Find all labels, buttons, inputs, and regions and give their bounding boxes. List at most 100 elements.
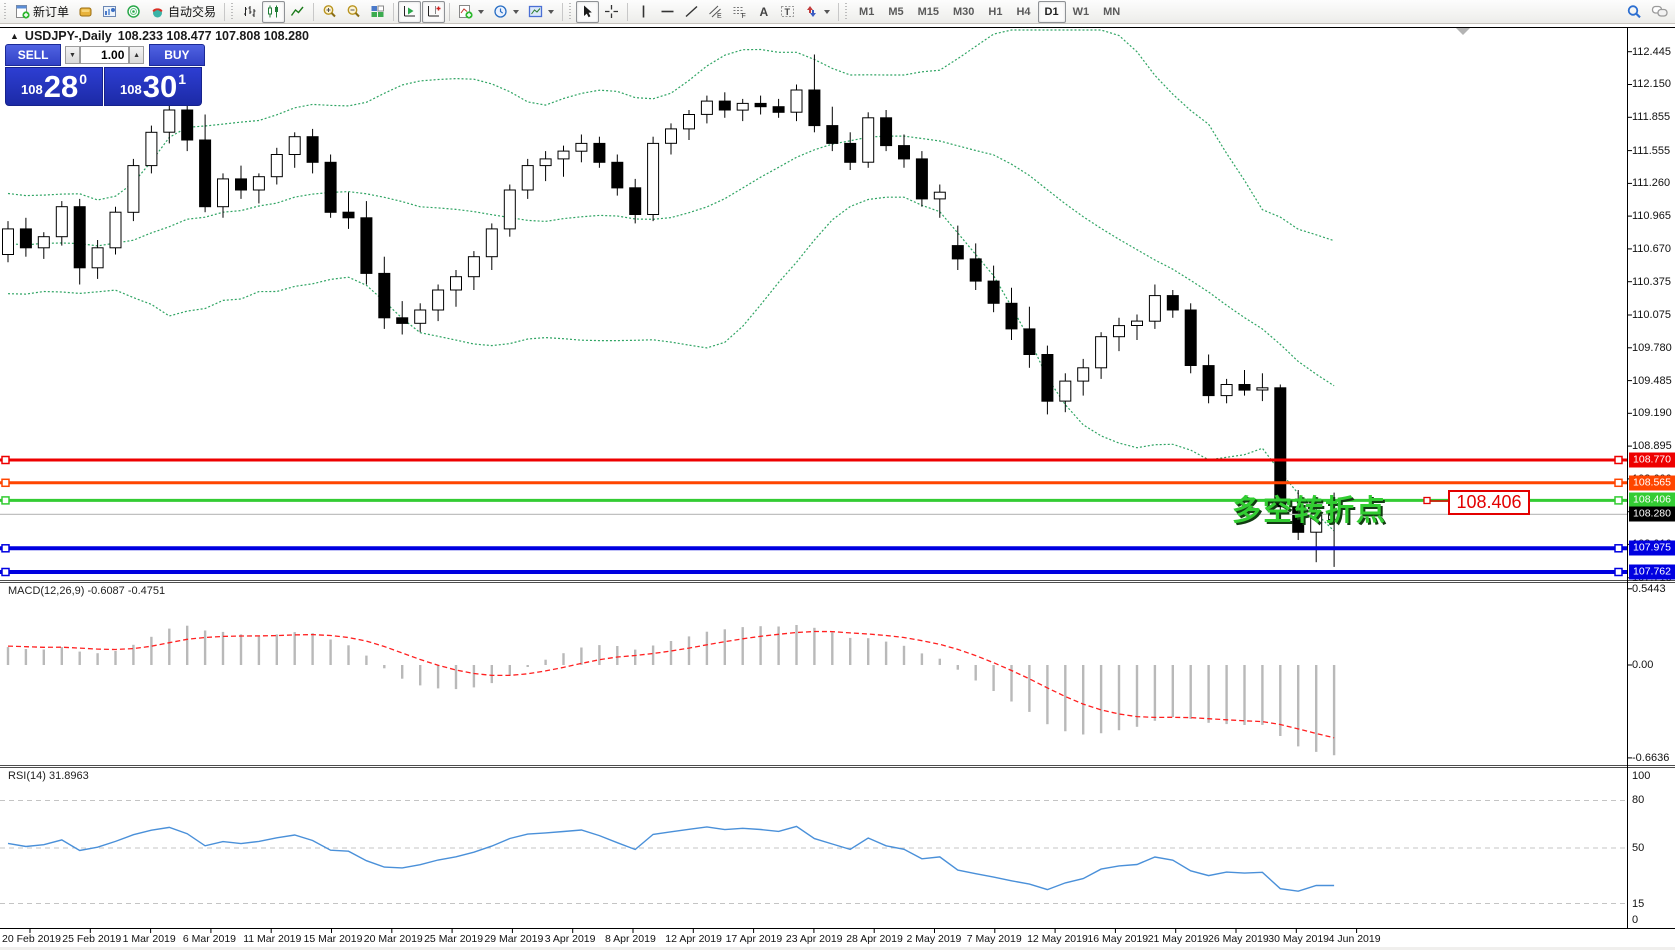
- price-axis-label: 112.445: [1632, 45, 1671, 58]
- date-axis-label: 6 Mar 2019: [182, 933, 237, 945]
- sell-price-tile[interactable]: 108 28 0: [5, 67, 103, 106]
- date-axis-label: 11 Mar 2019: [243, 933, 302, 945]
- macd-axis-label: 0.00: [1632, 659, 1654, 671]
- toolbar-separator: [224, 2, 226, 21]
- search-button[interactable]: [1622, 1, 1646, 23]
- zoom-in-button[interactable]: [318, 1, 341, 23]
- sell-price-base: 108: [21, 82, 43, 97]
- tile-windows-button[interactable]: [366, 1, 389, 23]
- macd-axis-label: 0.5443: [1632, 582, 1666, 595]
- timeframe-m1-button[interactable]: M1: [852, 1, 881, 23]
- timeframe-h1-button[interactable]: H1: [981, 1, 1009, 23]
- date-axis-label: 4 Jun 2019: [1328, 933, 1381, 945]
- toolbar-separator: [838, 2, 840, 21]
- chat-button[interactable]: [1647, 1, 1673, 23]
- timeframe-group: M1 M5 M15 M30 H1 H4 D1 W1 MN: [852, 0, 1127, 23]
- svg-text:E: E: [717, 13, 722, 19]
- svg-text:F: F: [742, 13, 746, 19]
- sell-button[interactable]: SELL: [5, 44, 62, 66]
- volume-decrease-button[interactable]: ▼: [65, 46, 80, 64]
- turning-point-annotation[interactable]: 多空转折点: [1232, 495, 1388, 527]
- line-chart-button[interactable]: [286, 1, 309, 23]
- hline-price-flag: 107.762: [1629, 564, 1675, 580]
- data-window-button[interactable]: [98, 1, 121, 23]
- one-click-trading-panel: SELL ▼ 1.00 ▲ BUY 108 28 0 108 30 1: [5, 44, 205, 107]
- arrows-button[interactable]: [800, 1, 834, 23]
- buy-price-tile[interactable]: 108 30 1: [104, 67, 202, 106]
- timeframe-h4-button[interactable]: H4: [1009, 1, 1037, 23]
- vertical-line-button[interactable]: [632, 1, 655, 23]
- date-axis-label: 29 Mar 2019: [484, 933, 544, 945]
- auto-scroll-icon: [402, 4, 417, 19]
- strategy-tester-button[interactable]: [122, 1, 145, 23]
- cursor-button[interactable]: [576, 0, 600, 23]
- price-axis-label: 110.375: [1632, 275, 1671, 288]
- macd-signal-line: [7, 630, 1335, 739]
- zoom-out-button[interactable]: [342, 1, 365, 23]
- text-button[interactable]: A: [752, 1, 775, 23]
- bollinger-bands: [7, 29, 1335, 532]
- trendline-button[interactable]: [680, 1, 703, 23]
- callout-anchor: [1423, 496, 1448, 505]
- zoom-in-icon: [322, 4, 337, 19]
- macd-label: MACD(12,26,9) -0.6087 -0.4751: [8, 585, 166, 597]
- volume-input[interactable]: 1.00: [79, 46, 130, 64]
- dropdown-caret: [478, 9, 485, 14]
- price-callout-label[interactable]: 108.406: [1448, 490, 1530, 515]
- date-axis-label: 20 Feb 2019: [2, 933, 61, 945]
- buy-button[interactable]: BUY: [148, 44, 205, 66]
- svg-text:T: T: [785, 7, 791, 17]
- market-watch-button[interactable]: [74, 1, 97, 23]
- price-axis-label: 108.895: [1632, 440, 1672, 453]
- price-axis-label: 109.485: [1632, 374, 1672, 387]
- toolbar-grip: [569, 2, 574, 21]
- bid-price-flag: 108.280: [1629, 506, 1675, 522]
- chart-surface[interactable]: [0, 24, 1675, 950]
- timeframe-w1-button[interactable]: W1: [1066, 1, 1097, 23]
- date-axis-label: 16 May 2019: [1087, 933, 1149, 945]
- chart-shift-marker[interactable]: [1456, 28, 1470, 35]
- timeframe-m15-button[interactable]: M15: [911, 1, 946, 23]
- toolbar-separator: [313, 2, 315, 21]
- crosshair-button[interactable]: [600, 1, 623, 23]
- timeframe-m5-button[interactable]: M5: [881, 1, 910, 23]
- date-axis-label: 21 May 2019: [1147, 933, 1209, 945]
- periods-button[interactable]: [489, 1, 523, 23]
- new-order-button[interactable]: 新订单: [11, 1, 73, 23]
- templates-button[interactable]: [524, 1, 558, 23]
- timeframe-d1-button[interactable]: D1: [1037, 0, 1066, 23]
- svg-text:A: A: [760, 5, 769, 19]
- date-axis-label: 7 May 2019: [966, 933, 1022, 945]
- horizontal-line-icon: [660, 4, 675, 19]
- chart-shift-button[interactable]: [422, 0, 446, 23]
- one-click-collapse-icon[interactable]: ▲: [10, 31, 19, 41]
- text-label-icon: T: [780, 4, 795, 19]
- indicators-button[interactable]: [454, 1, 488, 23]
- price-axis-label: 111.855: [1632, 111, 1671, 124]
- auto-scroll-button[interactable]: [398, 0, 422, 23]
- price-axis-label: 109.190: [1632, 407, 1672, 420]
- horizontal-lines[interactable]: [0, 455, 1627, 577]
- price-axis-label: 109.780: [1632, 341, 1672, 354]
- clock-icon: [493, 4, 508, 19]
- volume-increase-button[interactable]: ▲: [129, 46, 144, 64]
- buy-price-pips: 30: [142, 69, 178, 104]
- auto-trading-button[interactable]: 自动交易: [146, 1, 220, 23]
- timeframe-m30-button[interactable]: M30: [946, 1, 981, 23]
- timeframe-mn-button[interactable]: MN: [1096, 1, 1127, 23]
- fibonacci-button[interactable]: F: [728, 1, 751, 23]
- trendline-icon: [684, 4, 699, 19]
- text-label-button[interactable]: T: [776, 1, 799, 23]
- horizontal-line-button[interactable]: [656, 1, 679, 23]
- channel-button[interactable]: E: [704, 1, 727, 23]
- search-icon: [1626, 4, 1642, 20]
- toolbar-separator: [449, 2, 451, 21]
- candlestick-chart-button[interactable]: [262, 0, 286, 23]
- market-watch-icon: [78, 4, 93, 19]
- bar-chart-button[interactable]: [238, 1, 261, 23]
- toolbar-grip: [845, 2, 850, 21]
- crosshair-icon: [604, 4, 619, 19]
- toolbar-separator: [627, 2, 629, 21]
- price-axis-label: 110.075: [1632, 309, 1671, 321]
